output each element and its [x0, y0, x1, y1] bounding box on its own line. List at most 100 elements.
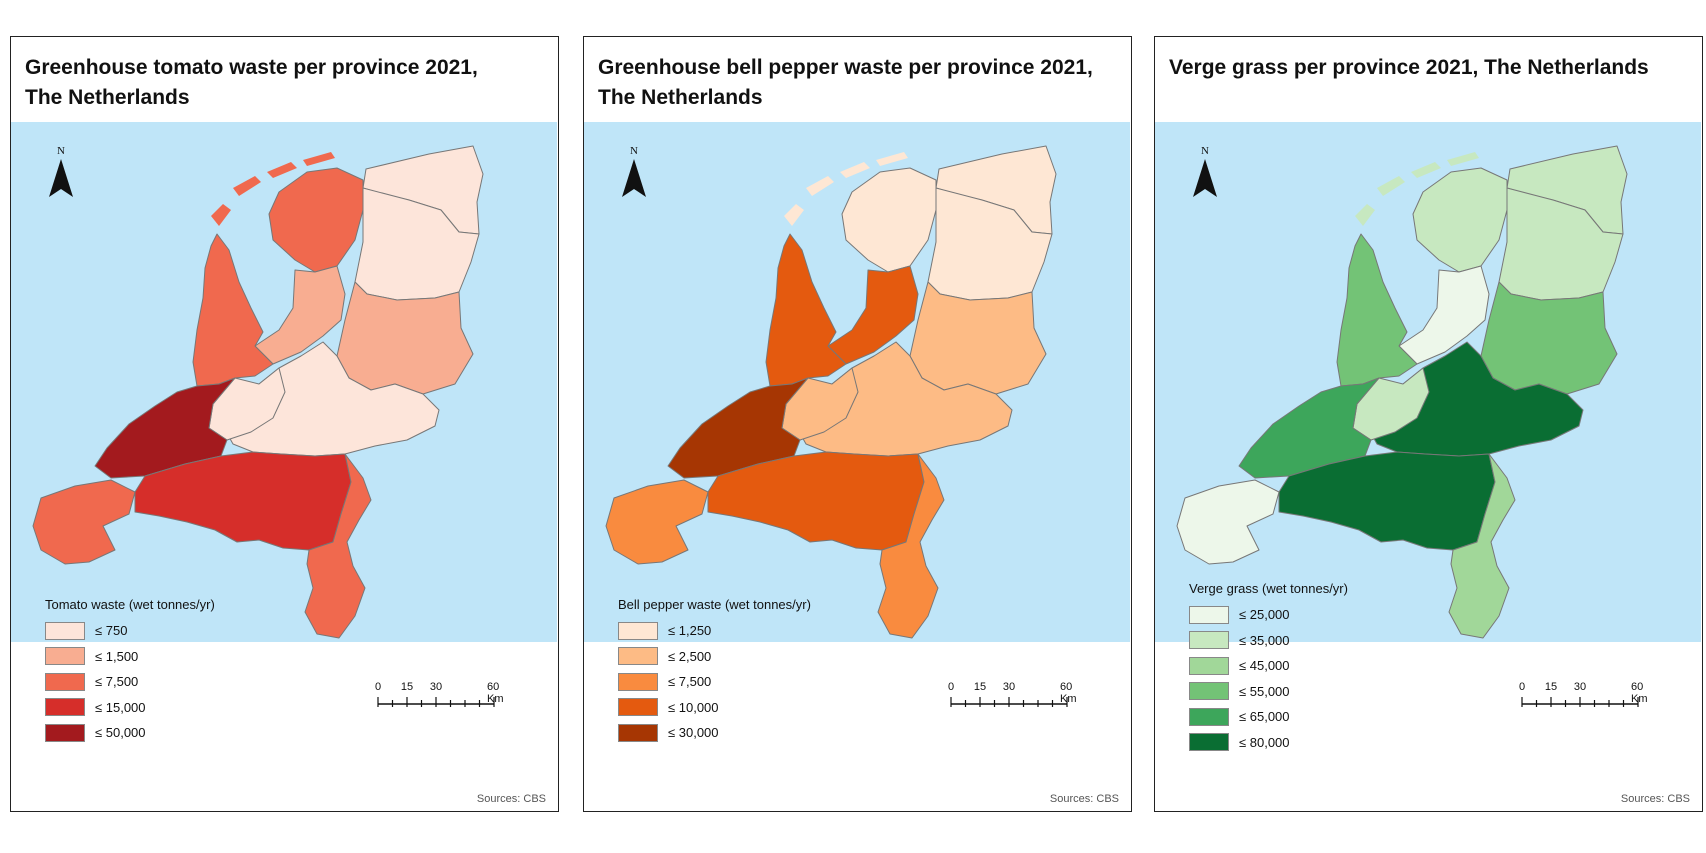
scale-label: 60 Km	[487, 681, 504, 705]
province-map	[1155, 122, 1701, 642]
legend-label: ≤ 7,500	[668, 674, 712, 690]
scale-label: 30	[1002, 681, 1016, 693]
tomato-map-panel: Greenhouse tomato waste per province 202…	[10, 36, 559, 812]
province-map	[584, 122, 1130, 642]
province-friesland	[841, 167, 937, 273]
bell-pepper-map-panel: Greenhouse bell pepper waste per provinc…	[583, 36, 1132, 812]
province-zeeland	[1176, 479, 1280, 565]
legend-swatch	[45, 621, 85, 640]
wadden-island-1	[1355, 204, 1375, 226]
scale-bar: 0 15 30 60 Km	[374, 681, 504, 711]
map-title-line2: The Netherlands	[25, 86, 190, 109]
province-limburg	[304, 453, 372, 639]
map-title: Greenhouse bell pepper waste per provinc…	[598, 53, 1118, 113]
province-map-svg	[584, 122, 1130, 642]
legend-label: ≤ 50,000	[95, 725, 146, 741]
legend-item: ≤ 15,000	[45, 695, 345, 721]
province-zeeland	[605, 479, 709, 565]
legend-item: ≤ 80,000	[1189, 730, 1489, 756]
legend-label: ≤ 80,000	[1239, 734, 1290, 750]
province-friesland	[268, 167, 364, 273]
scale-label: 0	[374, 681, 382, 693]
map-title-line2: The Netherlands	[598, 86, 763, 109]
legend-swatch	[45, 698, 85, 717]
scale-label: 30	[429, 681, 443, 693]
scale-label: 15	[973, 681, 987, 693]
province-flevoland	[827, 265, 919, 365]
legend-item: ≤ 50,000	[45, 720, 345, 746]
legend-swatch	[1189, 656, 1229, 675]
north-arrow: N	[620, 145, 648, 205]
legend-item: ≤ 7,500	[618, 669, 918, 695]
province-zeeland	[32, 479, 136, 565]
north-arrow-icon	[1193, 159, 1217, 197]
legend-item: ≤ 45,000	[1189, 653, 1489, 679]
province-friesland	[1412, 167, 1508, 273]
scale-label: 60 Km	[1060, 681, 1077, 705]
legend-item: ≤ 2,500	[618, 644, 918, 670]
north-arrow: N	[47, 145, 75, 205]
sources-note: Sources: CBS	[1049, 793, 1119, 805]
legend-label: ≤ 30,000	[668, 725, 719, 741]
legend-label: ≤ 750	[95, 623, 128, 639]
legend-item: ≤ 30,000	[618, 720, 918, 746]
legend-swatch	[618, 672, 658, 691]
map-legend: Verge grass (wet tonnes/yr) ≤ 25,000 ≤ 35…	[1189, 581, 1489, 755]
province-flevoland	[1398, 265, 1490, 365]
legend-swatch	[45, 723, 85, 742]
map-title: Greenhouse tomato waste per province 202…	[25, 53, 545, 113]
legend-item: ≤ 1,250	[618, 618, 918, 644]
map-legend: Tomato waste (wet tonnes/yr) ≤ 750 ≤ 1,50…	[45, 597, 345, 746]
legend-swatch	[1189, 605, 1229, 624]
north-label: N	[1201, 145, 1209, 157]
legend-label: ≤ 65,000	[1239, 709, 1290, 725]
north-label: N	[57, 145, 65, 157]
scale-bar: 0 15 30 60 Km	[1518, 681, 1648, 711]
legend-swatch	[618, 621, 658, 640]
map-title: Verge grass per province 2021, The Nethe…	[1169, 53, 1689, 83]
sources-note: Sources: CBS	[476, 793, 546, 805]
wadden-island-3	[267, 162, 297, 178]
legend-label: ≤ 1,250	[668, 623, 712, 639]
wadden-island-4	[1447, 152, 1479, 166]
legend-item: ≤ 7,500	[45, 669, 345, 695]
legend-swatch	[1189, 631, 1229, 650]
wadden-island-4	[303, 152, 335, 166]
north-arrow: N	[1191, 145, 1219, 205]
map-legend: Bell pepper waste (wet tonnes/yr) ≤ 1,25…	[618, 597, 918, 746]
wadden-island-1	[784, 204, 804, 226]
legend-title: Bell pepper waste (wet tonnes/yr)	[618, 597, 811, 612]
legend-label: ≤ 35,000	[1239, 632, 1290, 648]
legend-item: ≤ 35,000	[1189, 628, 1489, 654]
legend-swatch	[1189, 707, 1229, 726]
scale-bar-graphic	[377, 697, 495, 707]
legend-swatch	[45, 672, 85, 691]
province-map-svg	[11, 122, 557, 642]
wadden-island-2	[806, 176, 834, 196]
legend-swatch	[1189, 733, 1229, 752]
legend-title: Verge grass (wet tonnes/yr)	[1189, 581, 1348, 596]
legend-label: ≤ 45,000	[1239, 658, 1290, 674]
legend-swatch	[618, 698, 658, 717]
scale-bar: 0 15 30 60 Km	[947, 681, 1077, 711]
legend-item: ≤ 55,000	[1189, 679, 1489, 705]
scale-label: 15	[400, 681, 414, 693]
legend-label: ≤ 1,500	[95, 648, 139, 664]
legend-label: ≤ 10,000	[668, 699, 719, 715]
wadden-island-2	[233, 176, 261, 196]
scale-label: 60 Km	[1631, 681, 1648, 705]
scale-label: 30	[1573, 681, 1587, 693]
map-title-line1: Verge grass per province 2021, The Nethe…	[1169, 56, 1649, 79]
legend-label: ≤ 2,500	[668, 648, 712, 664]
verge-grass-map-panel: Verge grass per province 2021, The Nethe…	[1154, 36, 1703, 812]
province-flevoland	[254, 265, 346, 365]
scale-bar-graphic	[950, 697, 1068, 707]
wadden-island-4	[876, 152, 908, 166]
north-arrow-icon	[49, 159, 73, 197]
province-map-svg	[1155, 122, 1701, 642]
scale-label: 15	[1544, 681, 1558, 693]
map-title-line1: Greenhouse bell pepper waste per provinc…	[598, 56, 1093, 79]
wadden-island-3	[1411, 162, 1441, 178]
legend-swatch	[1189, 682, 1229, 701]
legend-item: ≤ 10,000	[618, 695, 918, 721]
